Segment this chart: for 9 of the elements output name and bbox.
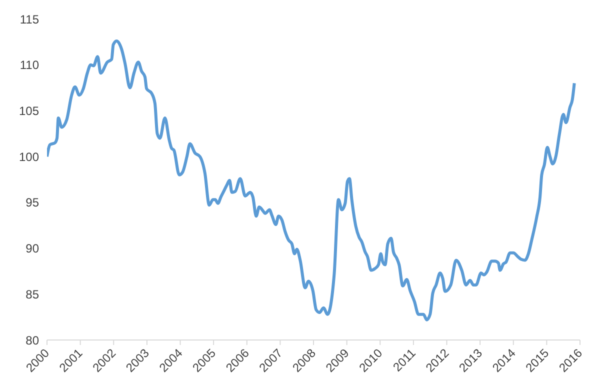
- y-tick-label: 110: [20, 58, 40, 72]
- line-series: [47, 40, 576, 322]
- y-tick-label: 90: [26, 242, 40, 256]
- y-tick-label: 105: [18, 104, 40, 118]
- y-tick-label: 80: [26, 333, 40, 348]
- y-tick-label: 95: [26, 196, 40, 210]
- y-tick-label: 85: [26, 287, 40, 302]
- y-tick-label: 115: [20, 12, 40, 26]
- y-tick-label: 100: [18, 150, 40, 164]
